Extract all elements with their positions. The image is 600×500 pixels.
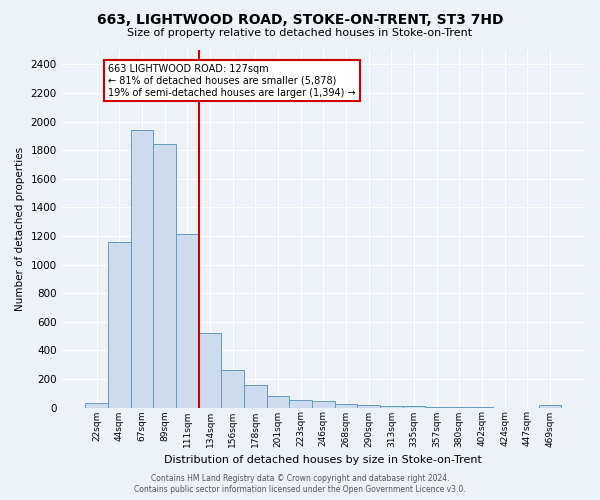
- Bar: [312, 401, 335, 407]
- Bar: [403, 406, 425, 408]
- Bar: [539, 404, 561, 407]
- Bar: [221, 370, 244, 408]
- Bar: [425, 407, 448, 408]
- Bar: [176, 234, 199, 408]
- Bar: [380, 406, 403, 407]
- Text: 663, LIGHTWOOD ROAD, STOKE-ON-TRENT, ST3 7HD: 663, LIGHTWOOD ROAD, STOKE-ON-TRENT, ST3…: [97, 12, 503, 26]
- Bar: [85, 403, 108, 407]
- Text: Contains HM Land Registry data © Crown copyright and database right 2024.
Contai: Contains HM Land Registry data © Crown c…: [134, 474, 466, 494]
- Bar: [244, 386, 266, 407]
- Bar: [154, 144, 176, 408]
- Bar: [199, 333, 221, 407]
- Bar: [131, 130, 154, 407]
- X-axis label: Distribution of detached houses by size in Stoke-on-Trent: Distribution of detached houses by size …: [164, 455, 482, 465]
- Text: Size of property relative to detached houses in Stoke-on-Trent: Size of property relative to detached ho…: [127, 28, 473, 38]
- Y-axis label: Number of detached properties: Number of detached properties: [15, 146, 25, 311]
- Bar: [358, 405, 380, 407]
- Text: 663 LIGHTWOOD ROAD: 127sqm
← 81% of detached houses are smaller (5,878)
19% of s: 663 LIGHTWOOD ROAD: 127sqm ← 81% of deta…: [108, 64, 356, 98]
- Bar: [266, 396, 289, 407]
- Bar: [108, 242, 131, 408]
- Bar: [335, 404, 358, 407]
- Bar: [289, 400, 312, 407]
